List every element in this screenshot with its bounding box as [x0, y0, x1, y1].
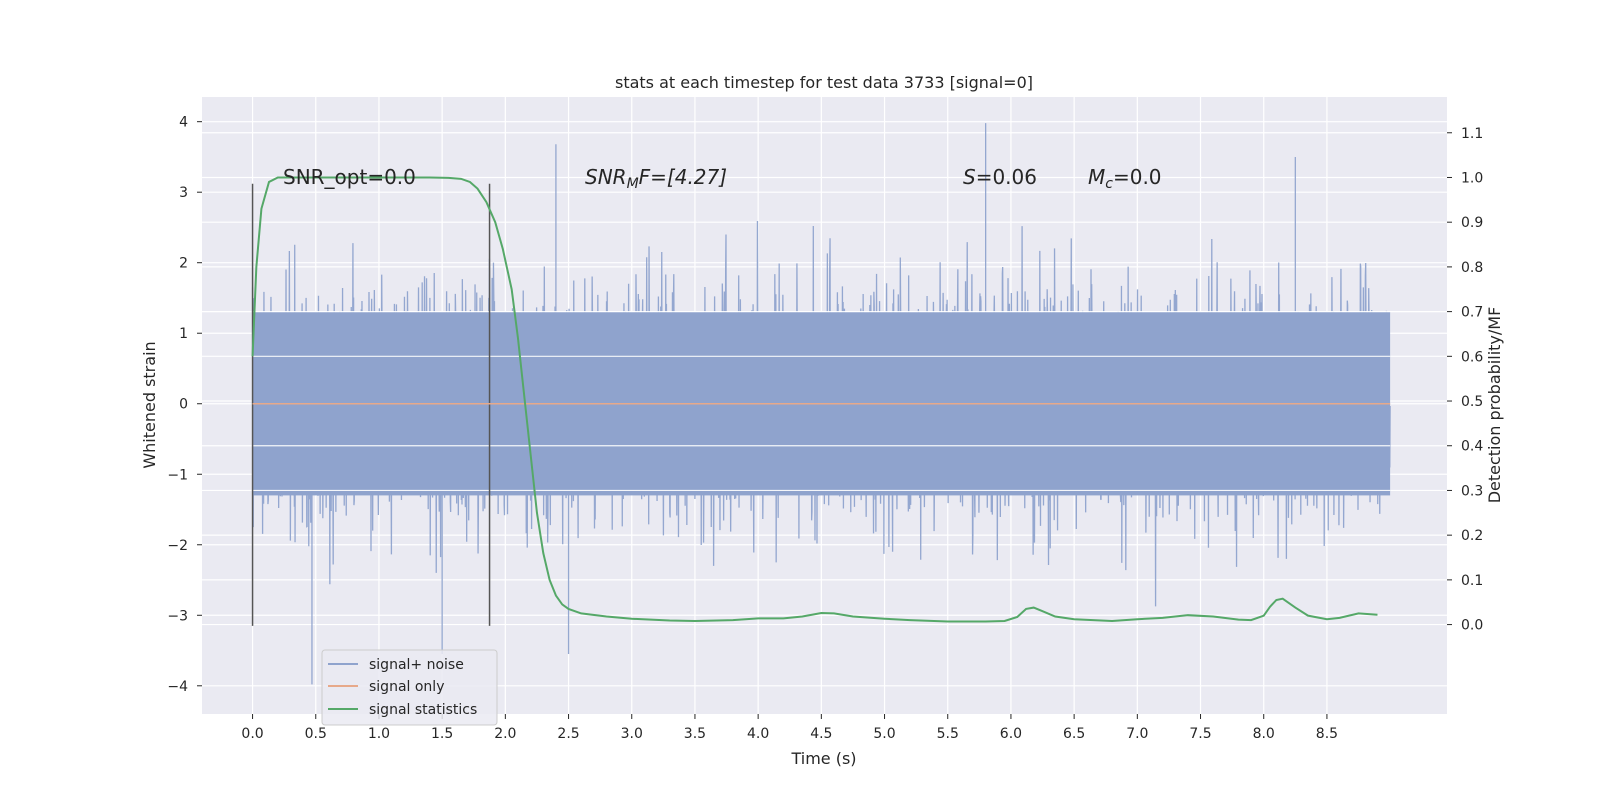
snr-mf-rest: F=[4.27] [639, 165, 727, 189]
snr-mf-sub: M [627, 176, 639, 192]
snr-mf-main: SNR [585, 165, 627, 189]
x-tick-label: 7.5 [1189, 726, 1211, 742]
y2-axis-ticks: 1.1 1.0 0.9 0.8 0.7 0.6 0.5 0.4 0.3 0.2 0.1 0.0 [1447, 126, 1483, 634]
x-tick-label: 8.0 [1253, 726, 1275, 742]
x-tick-label: 4.5 [810, 726, 832, 742]
x-tick-label: 3.5 [684, 726, 706, 742]
x-tick-label: 7.0 [1126, 726, 1148, 742]
s-rest: =0.06 [976, 165, 1037, 189]
legend-label-signal-noise: signal+ noise [369, 657, 464, 673]
y-tick-label: 0 [179, 397, 188, 413]
y2-tick-label: 0.3 [1461, 483, 1483, 499]
y2-tick-label: 1.0 [1461, 170, 1483, 186]
y-tick-label: 3 [179, 185, 188, 201]
y2-tick-label: 0.1 [1461, 573, 1483, 589]
y2-tick-label: 0.5 [1461, 394, 1483, 410]
x-tick-label: 5.0 [873, 726, 895, 742]
x-tick-label: 3.0 [621, 726, 643, 742]
annotation-s: S=0.06 [963, 165, 1037, 189]
signal-statistics-line [251, 176, 1378, 623]
y-tick-label: −4 [167, 679, 188, 695]
y2-tick-label: 0.6 [1461, 349, 1483, 365]
y-tick-label: −3 [167, 608, 188, 624]
x-tick-label: 8.5 [1316, 726, 1338, 742]
y2-axis-label: Detection probability/MF [1485, 307, 1504, 504]
y2-tick-label: 0.4 [1461, 439, 1483, 455]
x-tick-label: 0.5 [305, 726, 327, 742]
y-tick-label: −1 [167, 467, 188, 483]
x-tick-label: 1.0 [368, 726, 390, 742]
y2-tick-label: 0.9 [1461, 215, 1483, 231]
legend: signal+ noise signal only signal statist… [321, 649, 498, 726]
x-tick-label: 1.5 [431, 726, 453, 742]
line-series [251, 176, 1391, 626]
annotation-mc: Mc=0.0 [1088, 165, 1162, 192]
y2-tick-label: 0.2 [1461, 528, 1483, 544]
x-axis-label: Time (s) [790, 749, 856, 768]
legend-box [321, 649, 498, 726]
legend-label-signal-statistics: signal statistics [369, 702, 477, 718]
annotation-snr-mf: SNRMF=[4.27] [585, 165, 727, 192]
annotation-snr-opt: SNR_opt=0.0 [283, 165, 416, 189]
mc-rest: =0.0 [1113, 165, 1162, 189]
y2-tick-label: 0.8 [1461, 260, 1483, 276]
x-tick-label: 4.0 [747, 726, 769, 742]
y-axis-label: Whitened strain [140, 341, 159, 468]
chart-title: stats at each timestep for test data 373… [615, 73, 1033, 92]
x-tick-label: 5.5 [937, 726, 959, 742]
legend-label-signal-only: signal only [369, 679, 444, 695]
y2-tick-label: 0.7 [1461, 305, 1483, 321]
s-main: S [963, 165, 976, 189]
x-tick-label: 2.0 [494, 726, 516, 742]
x-tick-label: 2.5 [557, 726, 579, 742]
y-axis-ticks: 4 3 2 1 0 −1 −2 −3 −4 [167, 115, 202, 695]
mc-main: M [1088, 165, 1105, 189]
x-tick-label: 0.0 [241, 726, 263, 742]
y-tick-label: −2 [167, 538, 188, 554]
y-tick-label: 1 [179, 326, 188, 342]
y2-tick-label: 0.0 [1461, 618, 1483, 634]
y-tick-label: 2 [179, 256, 188, 272]
x-axis-ticks: 0.0 0.5 1.0 1.5 2.0 2.5 3.0 3.5 4.0 4.5 5.0 5.5 6.0 6… [241, 714, 1338, 742]
y-tick-label: 4 [179, 115, 188, 131]
x-tick-label: 6.5 [1063, 726, 1085, 742]
y2-tick-label: 1.1 [1461, 126, 1483, 142]
mc-sub: c [1105, 176, 1113, 192]
x-tick-label: 6.0 [1000, 726, 1022, 742]
